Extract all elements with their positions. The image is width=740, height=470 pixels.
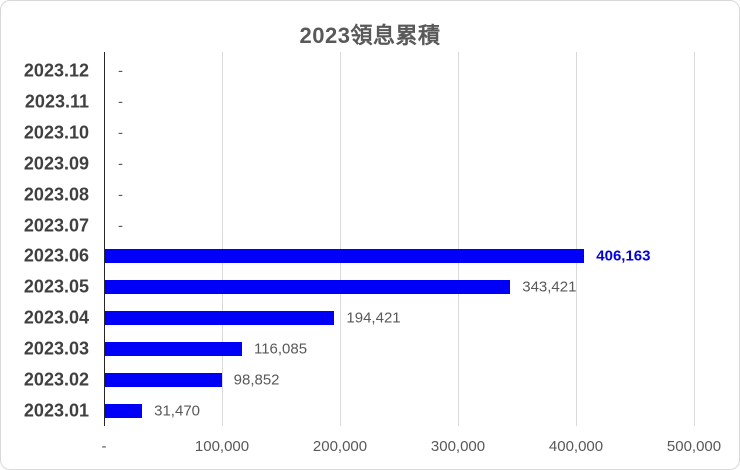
category-label: 2023.06 xyxy=(23,245,89,266)
value-label: - xyxy=(118,93,123,111)
value-label: 406,163 xyxy=(596,247,651,265)
bar xyxy=(105,311,335,326)
bar xyxy=(105,372,222,387)
gridline xyxy=(694,52,695,426)
x-tick-label: - xyxy=(101,438,107,455)
category-label: 2023.12 xyxy=(23,60,89,81)
y-axis-labels: 2023.12 2023.11 2023.10 2023.09 2023.08 2023.… xyxy=(1,56,97,426)
gridline xyxy=(222,52,223,426)
value-label: - xyxy=(118,62,123,80)
category-label: 2023.09 xyxy=(23,153,89,174)
x-tick-label: 500,000 xyxy=(666,438,722,455)
bar xyxy=(105,249,585,264)
x-tick-label: 100,000 xyxy=(194,438,250,455)
category-label: 2023.01 xyxy=(23,400,89,421)
value-label: 194,421 xyxy=(346,309,401,327)
bar xyxy=(105,341,242,356)
value-label: - xyxy=(118,155,123,173)
x-tick-label: 300,000 xyxy=(430,438,486,455)
x-tick-label: 200,000 xyxy=(312,438,368,455)
category-label: 2023.07 xyxy=(23,215,89,236)
x-tick-label: 400,000 xyxy=(548,438,604,455)
category-label: 2023.10 xyxy=(23,122,89,143)
plot-area: - - - - - - 406,163 343,421 194,421 116,085 98,852… xyxy=(104,52,695,426)
chart-title: 2023領息累積 xyxy=(299,23,441,48)
y-axis-line xyxy=(104,52,105,426)
value-label: 116,085 xyxy=(253,340,308,358)
value-label: 98,852 xyxy=(233,371,280,389)
value-label: 343,421 xyxy=(522,278,577,296)
category-label: 2023.03 xyxy=(23,338,89,359)
value-label: - xyxy=(118,186,123,204)
bar xyxy=(105,403,143,418)
category-label: 2023.11 xyxy=(24,91,89,112)
category-label: 2023.08 xyxy=(23,184,89,205)
category-label: 2023.02 xyxy=(23,369,89,390)
gridline xyxy=(576,52,577,426)
bar xyxy=(105,280,511,295)
value-label: 31,470 xyxy=(154,402,201,420)
category-label: 2023.05 xyxy=(23,276,89,297)
x-axis-labels: - 100,000 200,000 300,000 400,000 500,000 xyxy=(101,438,722,460)
category-label: 2023.04 xyxy=(23,307,89,328)
gridline xyxy=(340,52,341,426)
gridline xyxy=(458,52,459,426)
value-label: - xyxy=(118,124,123,142)
value-label: - xyxy=(118,217,123,235)
